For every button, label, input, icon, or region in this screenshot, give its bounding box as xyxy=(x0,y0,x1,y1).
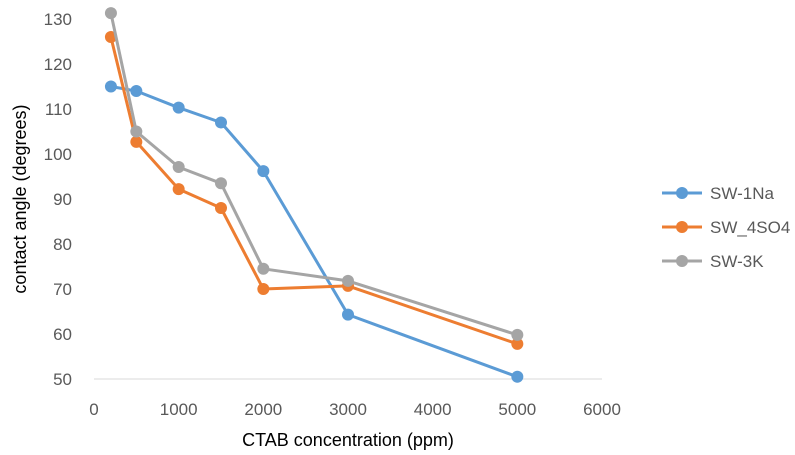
x-tick-label: 3000 xyxy=(329,400,367,419)
data-point xyxy=(511,370,524,383)
x-tick-label: 4000 xyxy=(414,400,452,419)
data-point xyxy=(130,85,143,97)
data-point xyxy=(342,308,354,321)
y-tick-label: 100 xyxy=(44,145,72,164)
legend: SW-1Na SW_4SO4 SW-3K xyxy=(662,184,790,271)
y-tick-label: 60 xyxy=(53,325,72,344)
data-point xyxy=(130,125,143,138)
legend-swatch-marker xyxy=(676,187,688,199)
data-point xyxy=(172,101,185,114)
data-point xyxy=(130,135,143,148)
legend-item: SW-1Na xyxy=(662,184,774,203)
y-tick-label: 130 xyxy=(44,10,72,29)
x-tick-label: 6000 xyxy=(583,400,621,419)
legend-item: SW-3K xyxy=(662,252,764,271)
y-tick-label: 110 xyxy=(45,100,72,119)
series-line xyxy=(110,85,518,379)
legend-item: SW_4SO4 xyxy=(662,218,790,237)
data-point xyxy=(172,183,185,196)
y-tick-label: 120 xyxy=(44,55,72,74)
data-point xyxy=(511,328,524,341)
x-tick-labels: 0 1000 2000 3000 4000 5000 6000 xyxy=(89,400,621,419)
legend-swatch-marker xyxy=(676,255,688,267)
legend-label: SW-1Na xyxy=(710,184,774,203)
y-tick-label: 70 xyxy=(53,280,72,299)
x-tick-label: 1000 xyxy=(160,400,198,419)
x-tick-label: 5000 xyxy=(498,400,536,419)
series-sw-3k xyxy=(104,7,524,341)
x-tick-label: 0 xyxy=(89,400,98,419)
series-group xyxy=(104,7,524,383)
data-point xyxy=(257,165,270,178)
data-point xyxy=(257,262,270,275)
data-point xyxy=(215,177,227,190)
data-point xyxy=(172,161,185,174)
y-tick-labels: 50 60 70 80 90 100 110 120 130 xyxy=(44,10,72,389)
data-point xyxy=(511,337,524,350)
series-sw-4so4 xyxy=(104,31,524,350)
y-tick-label: 50 xyxy=(53,370,72,389)
x-tick-label: 2000 xyxy=(244,400,282,419)
data-point xyxy=(104,80,117,93)
y-axis-title: contact angle (degrees) xyxy=(10,104,30,293)
data-point xyxy=(215,202,227,214)
legend-label: SW-3K xyxy=(710,252,764,271)
series-line xyxy=(109,36,518,346)
series-sw-1na xyxy=(104,80,524,383)
data-point xyxy=(342,274,354,287)
x-axis-title: CTAB concentration (ppm) xyxy=(242,430,454,450)
data-point xyxy=(215,116,227,129)
legend-swatch-marker xyxy=(676,221,688,233)
data-point xyxy=(104,7,117,20)
y-tick-label: 80 xyxy=(53,235,72,254)
legend-label: SW_4SO4 xyxy=(710,218,790,237)
y-tick-label: 90 xyxy=(53,190,72,209)
data-point xyxy=(257,283,270,295)
